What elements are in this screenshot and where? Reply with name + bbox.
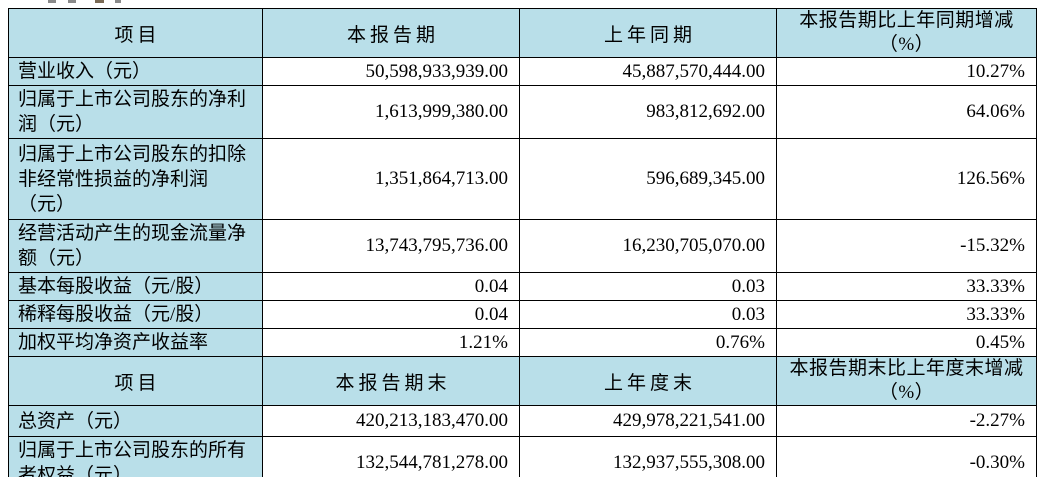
row-weighted-avg-roe: 加权平均净资产收益率 1.21% 0.76% 0.45% <box>8 328 1037 357</box>
value-prior-period: 596,689,345.00 <box>519 138 777 220</box>
value-prior-period: 132,937,555,308.00 <box>519 436 777 477</box>
value-prior-period: 429,978,221,541.00 <box>519 405 777 437</box>
value-prior-period: 16,230,705,070.00 <box>519 219 777 273</box>
value-change-pct: 0.45% <box>776 328 1037 357</box>
col-header-current-period: 本报告期 <box>262 8 520 58</box>
row-label: 营业收入（元） <box>8 57 263 86</box>
col-header-item: 项目 <box>8 356 263 406</box>
row-diluted-eps: 稀释每股收益（元/股） 0.04 0.03 33.33% <box>8 300 1037 329</box>
table-header-row-period-end: 项目 本报告期末 上年度末 本报告期末比上年度末增减 （%） <box>8 356 1037 406</box>
value-change-pct: 126.56% <box>776 138 1037 220</box>
row-label: 加权平均净资产收益率 <box>8 328 263 357</box>
value-prior-period: 0.03 <box>519 272 777 301</box>
row-label: 经营活动产生的现金流量净额（元） <box>8 219 263 273</box>
row-operating-cash-flow: 经营活动产生的现金流量净额（元） 13,743,795,736.00 16,23… <box>8 219 1037 273</box>
col-header-current-period-end: 本报告期末 <box>262 356 520 406</box>
row-operating-revenue: 营业收入（元） 50,598,933,939.00 45,887,570,444… <box>8 57 1037 86</box>
col-header-prior-year-end: 上年度末 <box>519 356 777 406</box>
row-basic-eps: 基本每股收益（元/股） 0.04 0.03 33.33% <box>8 272 1037 301</box>
row-label: 归属于上市公司股东的净利润（元） <box>8 85 263 139</box>
value-current-period: 13,743,795,736.00 <box>262 219 520 273</box>
value-current-period: 0.04 <box>262 272 520 301</box>
value-prior-period: 0.76% <box>519 328 777 357</box>
col-header-item: 项目 <box>8 8 263 58</box>
value-current-period: 1,351,864,713.00 <box>262 138 520 220</box>
row-total-assets: 总资产（元） 420,213,183,470.00 429,978,221,54… <box>8 405 1037 437</box>
clipped-text-artifact <box>48 0 56 3</box>
clipped-text-artifact <box>68 0 76 3</box>
col-header-change-pct: 本报告期末比上年度末增减 （%） <box>776 356 1037 406</box>
clipped-text-artifact <box>95 0 104 3</box>
value-current-period: 132,544,781,278.00 <box>262 436 520 477</box>
financial-summary-table: 项目 本报告期 上年同期 本报告期比上年同期增减 （%） 营业收入（元） 50,… <box>8 8 1037 477</box>
row-label: 总资产（元） <box>8 405 263 437</box>
value-prior-period: 983,812,692.00 <box>519 85 777 139</box>
value-change-pct: 33.33% <box>776 300 1037 329</box>
value-prior-period: 0.03 <box>519 300 777 329</box>
row-net-profit-excl-nonrecurring: 归属于上市公司股东的扣除非经常性损益的净利润（元） 1,351,864,713.… <box>8 138 1037 220</box>
row-label: 稀释每股收益（元/股） <box>8 300 263 329</box>
row-label: 基本每股收益（元/股） <box>8 272 263 301</box>
table-header-row-period: 项目 本报告期 上年同期 本报告期比上年同期增减 （%） <box>8 8 1037 58</box>
value-prior-period: 45,887,570,444.00 <box>519 57 777 86</box>
value-current-period: 0.04 <box>262 300 520 329</box>
clipped-text-artifact <box>115 0 121 3</box>
value-current-period: 1,613,999,380.00 <box>262 85 520 139</box>
col-header-change-pct: 本报告期比上年同期增减 （%） <box>776 8 1037 58</box>
row-net-profit: 归属于上市公司股东的净利润（元） 1,613,999,380.00 983,81… <box>8 85 1037 139</box>
value-change-pct: -2.27% <box>776 405 1037 437</box>
value-change-pct: 10.27% <box>776 57 1037 86</box>
row-shareholders-equity: 归属于上市公司股东的所有者权益（元） 132,544,781,278.00 13… <box>8 436 1037 477</box>
row-label: 归属于上市公司股东的扣除非经常性损益的净利润（元） <box>8 138 263 220</box>
row-label: 归属于上市公司股东的所有者权益（元） <box>8 436 263 477</box>
col-header-prior-period: 上年同期 <box>519 8 777 58</box>
value-current-period: 50,598,933,939.00 <box>262 57 520 86</box>
value-change-pct: -15.32% <box>776 219 1037 273</box>
value-current-period: 1.21% <box>262 328 520 357</box>
value-current-period: 420,213,183,470.00 <box>262 405 520 437</box>
value-change-pct: -0.30% <box>776 436 1037 477</box>
value-change-pct: 64.06% <box>776 85 1037 139</box>
value-change-pct: 33.33% <box>776 272 1037 301</box>
